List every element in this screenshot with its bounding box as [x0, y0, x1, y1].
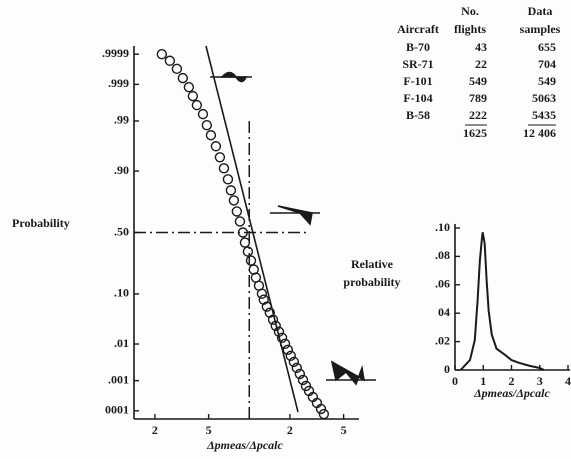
point [231, 206, 243, 217]
x-tick-label: 2 [287, 423, 293, 437]
point [205, 130, 217, 141]
table-total: 1625 [463, 126, 487, 140]
data-table: Aircraft No. flights Data samples 1625 1… [397, 4, 561, 140]
point [234, 216, 246, 227]
point [201, 120, 213, 131]
point [237, 227, 249, 238]
inset-x-axis-label: Δpmeas/Δpcalc [473, 386, 550, 400]
table-cell: 789 [469, 91, 487, 105]
y-tick-label: .08 [435, 248, 450, 262]
point [279, 338, 291, 350]
table-cell: B-70 [406, 40, 430, 54]
point [210, 141, 222, 152]
x-axis-label: Δpmeas/Δpcalc [206, 438, 283, 452]
y-tick-label: 04 [438, 305, 450, 319]
y-tick-label: .06 [435, 277, 450, 291]
table-cell: 549 [538, 74, 556, 88]
point [276, 332, 288, 344]
point [288, 356, 300, 368]
table-header: samples [520, 22, 561, 36]
y-tick-label: .02 [435, 333, 450, 347]
x-tick-label: 5 [206, 423, 212, 437]
x-tick-label: 2 [509, 374, 515, 388]
point [315, 403, 327, 415]
point [171, 63, 183, 75]
table-cell: 22 [475, 57, 487, 71]
y-tick-label: .01 [114, 336, 129, 350]
table-header: Data [528, 4, 553, 18]
table-cell: 655 [538, 40, 556, 54]
table-cell: 5435 [532, 108, 556, 122]
point [261, 301, 273, 312]
table-cell: 222 [469, 108, 487, 122]
table-header: flights [454, 22, 486, 36]
x-tick-label: 4 [565, 374, 571, 388]
point [242, 246, 254, 257]
inset-y-axis-label: probability [343, 275, 400, 289]
table-cell: F-104 [403, 91, 432, 105]
table-total: 12 406 [523, 126, 556, 140]
point [225, 185, 237, 196]
point [273, 326, 285, 337]
y-tick-label: .001 [108, 372, 129, 386]
table-cell: B-58 [406, 108, 430, 122]
point [294, 368, 306, 380]
y-tick-label: 0001 [105, 403, 129, 417]
point [177, 72, 189, 84]
x-tick-label: 2 [152, 423, 158, 437]
table-header: Aircraft [397, 22, 439, 36]
y-tick-label: .10 [435, 220, 450, 234]
y-tick-label: .9999 [102, 46, 129, 60]
table-cell: 43 [475, 40, 487, 54]
point [258, 294, 269, 305]
y-tick-label: .99 [114, 113, 129, 127]
y-tick-label: .90 [114, 163, 129, 177]
point [183, 82, 195, 93]
point [218, 163, 230, 174]
point [245, 255, 257, 266]
inset-y-axis-label: Relative [351, 257, 394, 271]
x-tick-label: 1 [480, 374, 486, 388]
waveform-icons [210, 71, 376, 386]
y-tick-label: .999 [108, 76, 129, 90]
y-axis-label: Probability [12, 216, 70, 230]
point [156, 49, 168, 60]
point [239, 237, 251, 248]
table-cell: F-101 [403, 74, 432, 88]
y-tick-label: 0 [444, 362, 450, 376]
x-tick-label: 3 [537, 374, 543, 388]
point [214, 152, 226, 163]
table-cell: 5063 [532, 91, 556, 105]
point [197, 108, 209, 120]
point [297, 374, 309, 386]
table-cell: 549 [469, 74, 487, 88]
point [187, 90, 199, 102]
point [222, 174, 234, 185]
point [256, 288, 268, 299]
y-tick-label: .50 [114, 224, 129, 238]
table-header: No. [461, 4, 479, 18]
x-tick-label: 5 [341, 423, 347, 437]
point [282, 344, 294, 356]
table-cell: 704 [538, 57, 556, 71]
point [285, 350, 296, 362]
normal-fit-line [205, 45, 299, 413]
y-tick-label: .10 [114, 286, 129, 300]
point [228, 195, 240, 206]
table-cell: SR-71 [402, 57, 433, 71]
point [164, 55, 176, 66]
x-tick-label: 0 [452, 374, 458, 388]
point [291, 362, 303, 374]
curve [459, 232, 545, 371]
point [191, 99, 203, 111]
point [270, 320, 281, 332]
point [318, 408, 330, 420]
point [267, 314, 279, 325]
